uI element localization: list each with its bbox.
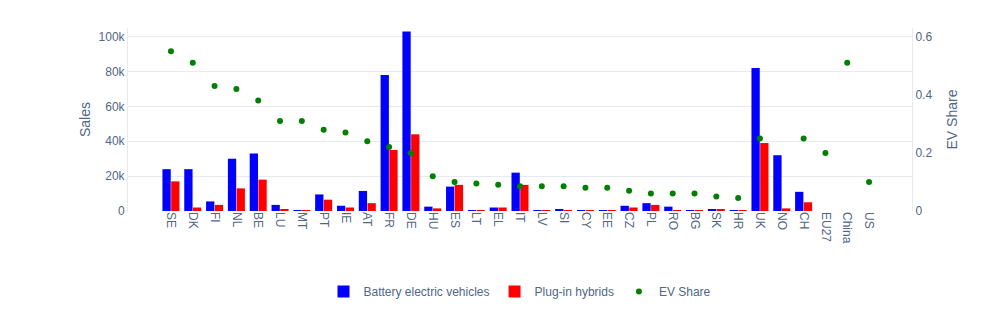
svg-text:FR: FR [382,212,396,228]
svg-text:MT: MT [295,212,309,230]
svg-text:UK: UK [753,212,767,229]
svg-text:0: 0 [915,204,922,218]
svg-text:SK: SK [709,212,723,228]
svg-text:FI: FI [208,212,222,223]
svg-text:US: US [862,212,876,229]
svg-text:LV: LV [535,212,549,226]
svg-text:Battery electric vehicles: Battery electric vehicles [364,285,490,299]
svg-text:EV Share: EV Share [944,89,960,149]
svg-text:PL: PL [644,212,658,227]
svg-text:DK: DK [186,212,200,229]
svg-text:LT: LT [469,212,483,226]
svg-text:AT: AT [360,212,374,227]
svg-text:IE: IE [339,212,353,223]
svg-text:DE: DE [404,212,418,229]
svg-text:EE: EE [600,212,614,228]
svg-text:40k: 40k [105,134,125,148]
svg-text:IT: IT [513,212,527,223]
svg-text:HR: HR [731,212,745,230]
svg-text:NL: NL [230,212,244,228]
svg-text:0.2: 0.2 [915,146,932,160]
svg-text:EV Share: EV Share [659,285,711,299]
svg-text:BG: BG [688,212,702,229]
svg-text:NO: NO [775,212,789,230]
svg-text:PT: PT [317,212,331,228]
svg-text:Plug-in hybrids: Plug-in hybrids [535,285,614,299]
svg-text:0.4: 0.4 [915,88,932,102]
svg-text:60k: 60k [105,100,125,114]
svg-text:ES: ES [448,212,462,228]
svg-text:EL: EL [491,212,505,227]
svg-text:China: China [840,212,854,244]
svg-text:Sales: Sales [77,102,93,137]
svg-text:EU27: EU27 [819,212,833,242]
svg-text:LU: LU [273,212,287,227]
svg-text:CY: CY [579,212,593,229]
svg-text:0: 0 [118,204,125,218]
svg-text:80k: 80k [105,65,125,79]
svg-text:0.6: 0.6 [915,30,932,44]
svg-text:RO: RO [666,212,680,230]
svg-text:HU: HU [426,212,440,229]
svg-text:SE: SE [164,212,178,228]
svg-text:BE: BE [251,212,265,228]
svg-text:CZ: CZ [622,212,636,228]
svg-text:SI: SI [557,212,571,223]
svg-text:20k: 20k [105,169,125,183]
svg-text:CH: CH [797,212,811,229]
svg-text:100k: 100k [99,30,126,44]
